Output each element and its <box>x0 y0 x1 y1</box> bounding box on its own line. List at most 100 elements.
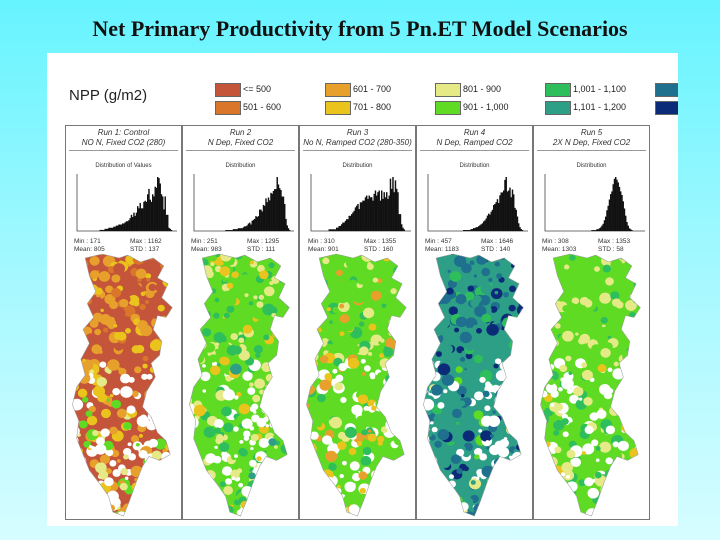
map-patch <box>151 317 164 329</box>
map-patch <box>66 369 69 374</box>
map-patch <box>540 308 542 317</box>
map-outline <box>72 253 173 517</box>
map-patch <box>291 468 299 480</box>
map-patch <box>552 340 559 347</box>
histogram-bar <box>226 230 228 231</box>
map-patch <box>637 493 641 505</box>
map-patch <box>549 502 556 509</box>
map-patch <box>518 315 524 321</box>
map-outline <box>423 253 524 517</box>
map-patch <box>74 278 81 285</box>
map-patch <box>600 485 612 496</box>
map-patch <box>635 342 641 346</box>
histogram-bar <box>358 209 360 231</box>
histogram-bar <box>388 195 390 231</box>
map-patch <box>265 253 276 259</box>
map-patch <box>515 425 524 434</box>
map-patch <box>203 310 211 318</box>
map-patch <box>306 349 310 356</box>
map-patch <box>193 404 206 417</box>
map-patch <box>424 320 431 326</box>
panel-divider <box>186 150 295 151</box>
map-patch <box>423 253 429 262</box>
map-patch <box>473 354 483 364</box>
map-patch <box>356 440 363 447</box>
map-patch <box>398 260 407 271</box>
map-outline <box>540 253 641 517</box>
map-patch <box>306 316 314 329</box>
map-patch <box>423 271 425 276</box>
histogram-bar <box>109 227 111 231</box>
map-patch <box>455 293 467 305</box>
map-patch <box>540 382 542 389</box>
map-patch <box>72 381 76 390</box>
map-patch <box>624 357 635 367</box>
map-patch <box>513 428 522 436</box>
map-patch <box>542 353 549 359</box>
map-patch <box>423 269 428 274</box>
npp-map <box>189 253 299 517</box>
map-patch <box>214 427 221 434</box>
map-patch <box>151 450 162 461</box>
map-patch <box>516 304 524 316</box>
map-patch <box>460 393 465 398</box>
histogram-bar <box>134 215 136 231</box>
histogram-bar <box>144 200 146 231</box>
map-patch <box>646 509 650 516</box>
histogram-bar <box>145 201 148 231</box>
map-patch <box>534 336 538 342</box>
map-patch <box>597 364 607 373</box>
map-patch <box>165 414 170 419</box>
map-patch <box>517 314 524 323</box>
map-patch <box>524 453 531 460</box>
map-patch <box>306 286 314 294</box>
map-patch <box>423 461 433 471</box>
map-patch <box>406 358 407 368</box>
map-patch <box>370 469 382 480</box>
map-patch <box>300 283 305 290</box>
map-patch <box>252 394 261 403</box>
map-patch <box>481 465 494 478</box>
map-patch <box>474 391 484 401</box>
map-patch <box>215 253 221 257</box>
map-patch <box>306 364 309 376</box>
map-patch <box>498 492 511 503</box>
map-patch <box>353 292 365 304</box>
histogram-bar <box>120 224 123 231</box>
map-patch <box>274 389 286 400</box>
map-patch <box>635 420 641 430</box>
map-patch <box>321 286 325 290</box>
histogram-bar <box>475 227 477 231</box>
map-patch <box>292 293 299 300</box>
histogram-bar <box>162 196 164 231</box>
map-patch <box>423 460 430 471</box>
map-patch <box>168 424 173 433</box>
legend-item: 501 - 600 <box>215 99 325 117</box>
map-patch <box>189 433 193 440</box>
map-patch <box>72 476 76 483</box>
map-patch <box>208 497 220 508</box>
map-patch <box>285 474 290 485</box>
map-patch <box>486 446 490 450</box>
map-patch <box>90 270 100 279</box>
map-patch <box>254 378 266 389</box>
map-patch <box>274 459 287 472</box>
map-patch <box>514 493 524 503</box>
map-patch <box>625 463 633 470</box>
map-patch <box>67 374 71 378</box>
map-patch <box>644 299 650 309</box>
histogram-bar <box>251 220 253 231</box>
map-patch <box>193 276 200 283</box>
histogram-bar <box>481 223 484 231</box>
histogram-bar <box>397 192 399 231</box>
map-patch <box>126 405 136 414</box>
map-patch <box>361 372 366 376</box>
map-patch <box>643 448 648 453</box>
map-patch <box>72 383 79 392</box>
map-patch <box>605 513 612 517</box>
map-patch <box>643 435 647 439</box>
histogram-bar <box>129 218 131 231</box>
map-patch <box>357 493 370 506</box>
map-patch <box>272 491 283 501</box>
